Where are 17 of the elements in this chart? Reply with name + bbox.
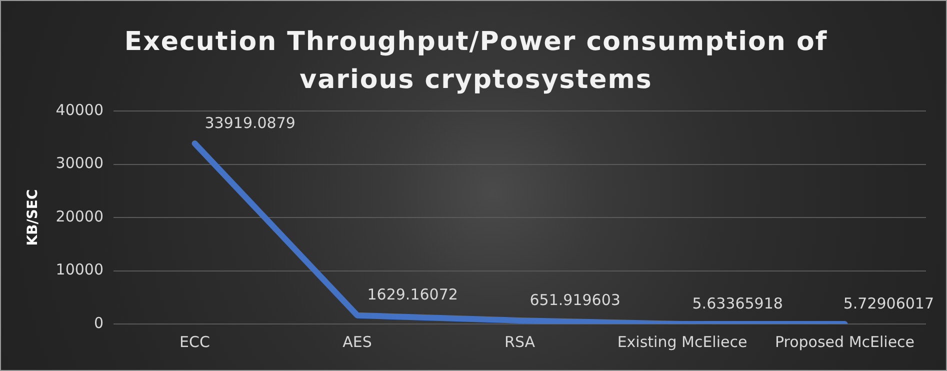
x-tick-label: Existing McEliece xyxy=(617,332,748,351)
y-tick-label: 20000 xyxy=(56,207,104,226)
y-axis-title: KB/SEC xyxy=(25,189,42,246)
chart-title: Execution Throughput/Power consumption of various cryptosystems xyxy=(123,26,829,97)
data-label: 33919.0879 xyxy=(204,114,296,132)
y-tick-label: 10000 xyxy=(56,260,104,279)
data-label: 5.72906017 xyxy=(843,294,934,312)
x-tick-label: Proposed McEliece xyxy=(774,332,915,351)
x-tick-label: AES xyxy=(342,332,372,351)
y-tick-label: 30000 xyxy=(56,154,104,172)
y-tick-label: 0 xyxy=(94,314,104,332)
y-tick-label: 40000 xyxy=(56,100,104,119)
x-tick-label: RSA xyxy=(504,332,536,351)
data-label: 5.63365918 xyxy=(692,294,783,312)
x-tick-label: ECC xyxy=(180,332,210,351)
data-label: 651.919603 xyxy=(530,290,620,309)
data-label: 1629.16072 xyxy=(367,286,458,304)
